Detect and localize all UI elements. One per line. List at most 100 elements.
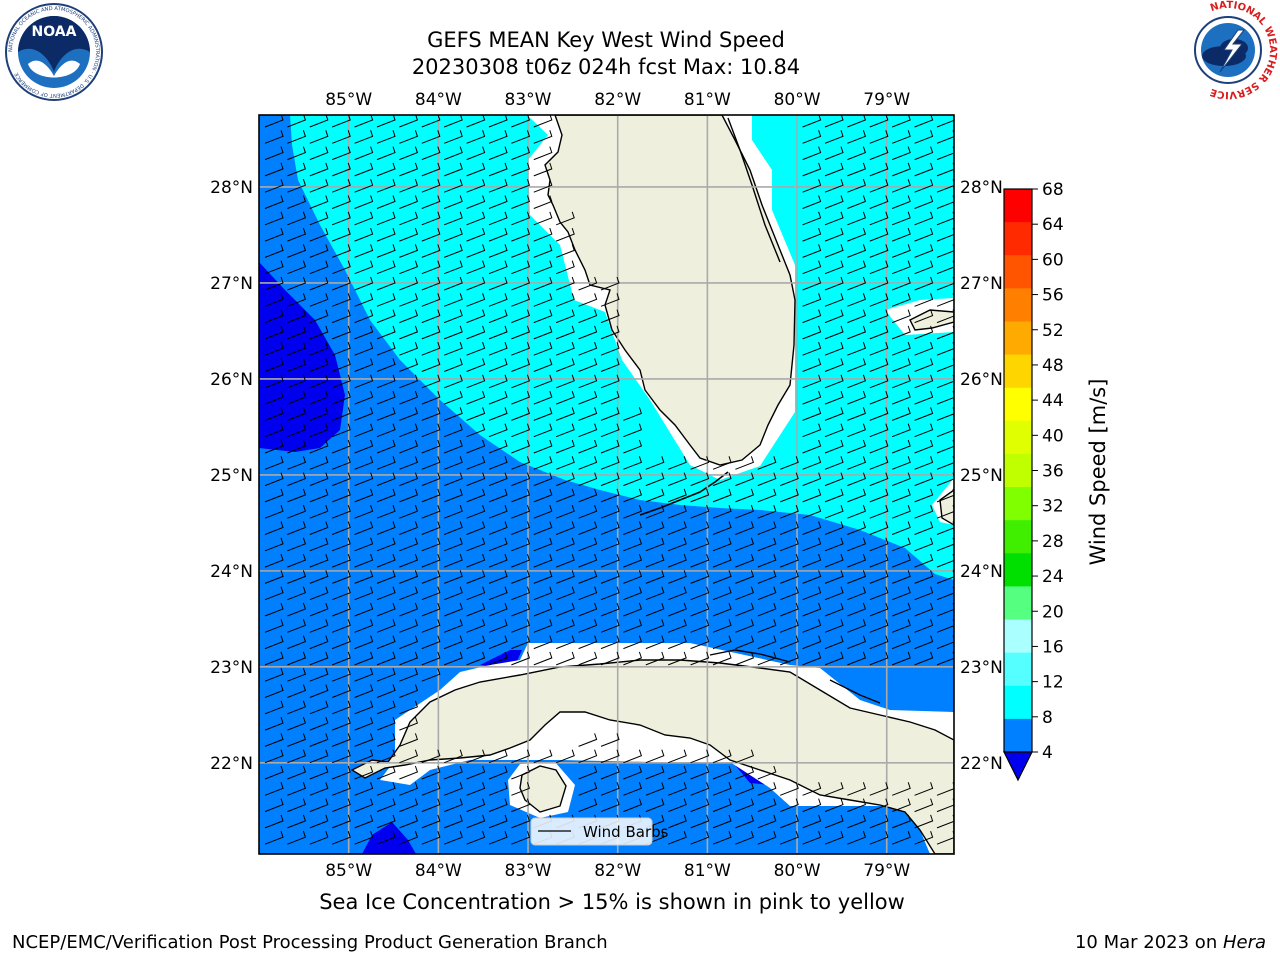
wind-barb	[824, 358, 844, 372]
wind-barb	[309, 358, 329, 372]
wind-barb	[287, 162, 307, 177]
wind-barb	[264, 586, 284, 601]
wind-barb	[444, 162, 463, 177]
wind-barb	[511, 798, 531, 813]
lon-label-bottom-6: 79°W	[863, 861, 910, 881]
wind-barb	[376, 390, 396, 405]
wind-barb	[466, 195, 486, 209]
wind-barb	[847, 505, 867, 519]
wind-barb	[914, 635, 934, 650]
wind-barb	[287, 733, 307, 747]
wind-barb	[511, 293, 531, 307]
wind-barb	[444, 293, 463, 307]
wind-barb	[511, 276, 531, 291]
wind-barb	[802, 651, 822, 666]
colorbar-tick-label-9: 32	[1042, 497, 1064, 517]
wind-barb	[914, 342, 934, 356]
wind-barb	[847, 423, 867, 438]
wind-barb	[914, 798, 934, 813]
wind-barb	[690, 602, 710, 617]
wind-barb	[600, 798, 620, 813]
wind-barb	[332, 179, 351, 193]
wind-barb	[309, 586, 329, 601]
colorbar-segment-2	[1004, 255, 1032, 289]
wind-barb	[757, 521, 777, 535]
wind-barb	[578, 358, 598, 372]
wind-barb	[847, 146, 867, 161]
wind-barb	[466, 651, 486, 666]
wind-barb	[690, 831, 710, 845]
wind-barb	[556, 211, 575, 226]
wind-barb	[847, 325, 867, 340]
wind-barb	[488, 423, 508, 438]
wind-barb	[399, 570, 419, 584]
wind-barb	[511, 537, 531, 552]
wind-barb	[600, 423, 620, 438]
land-florida	[544, 115, 796, 466]
wind-barb	[847, 179, 867, 193]
wind-barb	[444, 423, 463, 438]
wind-barb	[376, 309, 396, 324]
wind-barb	[399, 521, 419, 535]
wind-barb	[824, 390, 844, 405]
wind-barb	[824, 309, 844, 324]
map-panel: Wind Barbs	[259, 115, 954, 854]
lat-label-left-4: 24°N	[210, 562, 253, 582]
wind-barb	[824, 635, 844, 650]
wind-barb	[623, 439, 643, 454]
wind-barb	[264, 358, 284, 372]
wind-barb	[914, 390, 934, 405]
wind-barb	[354, 782, 374, 796]
wind-barb	[466, 407, 486, 421]
wind-barb	[847, 130, 867, 144]
wind-barb	[847, 211, 867, 226]
wind-barb	[376, 456, 396, 470]
colorbar-segment-3	[1004, 288, 1032, 322]
lon-label-bottom-3: 82°W	[594, 861, 641, 881]
wind-barb	[824, 195, 844, 209]
wind-barb	[354, 211, 374, 226]
wind-barb	[511, 439, 531, 454]
wind-barb	[511, 635, 531, 650]
wind-barb	[824, 115, 844, 128]
wind-barb	[802, 130, 822, 144]
wind-barb	[332, 668, 351, 682]
wind-barb	[533, 537, 553, 552]
colorbar-segment-9	[1004, 487, 1032, 521]
wind-barb	[421, 374, 441, 389]
wind-barb	[690, 456, 710, 470]
wind-barb	[780, 488, 799, 503]
wind-barb	[309, 749, 329, 764]
wind-barb	[533, 195, 553, 209]
wind-barb	[914, 211, 934, 226]
wind-barb	[264, 439, 284, 454]
wind-barb	[399, 162, 419, 177]
wind-barb	[735, 521, 755, 535]
wind-barb	[712, 619, 732, 633]
wind-barb	[264, 651, 284, 666]
wind-barb	[511, 260, 531, 275]
wind-barb	[847, 115, 867, 128]
wind-barb	[421, 651, 441, 666]
wind-barb	[802, 276, 822, 291]
wind-barb	[466, 130, 486, 144]
wind-barb	[712, 814, 732, 829]
wind-barb	[511, 570, 531, 584]
wind-barb	[533, 342, 553, 356]
wind-barb	[824, 831, 844, 845]
wind-barb	[399, 358, 419, 372]
wind-barb	[309, 162, 329, 177]
wind-barb	[264, 798, 284, 813]
wind-barb	[869, 162, 889, 177]
wind-barb	[488, 553, 508, 568]
wind-barb	[354, 570, 374, 584]
wind-barb	[444, 619, 463, 633]
wind-barb	[802, 325, 822, 340]
colorbar-segment-5	[1004, 354, 1032, 389]
wind-barb	[892, 619, 911, 633]
wind-barb	[309, 276, 329, 291]
wind-barb	[399, 798, 419, 813]
wind-barb	[444, 765, 463, 780]
wind-barb	[556, 293, 575, 307]
